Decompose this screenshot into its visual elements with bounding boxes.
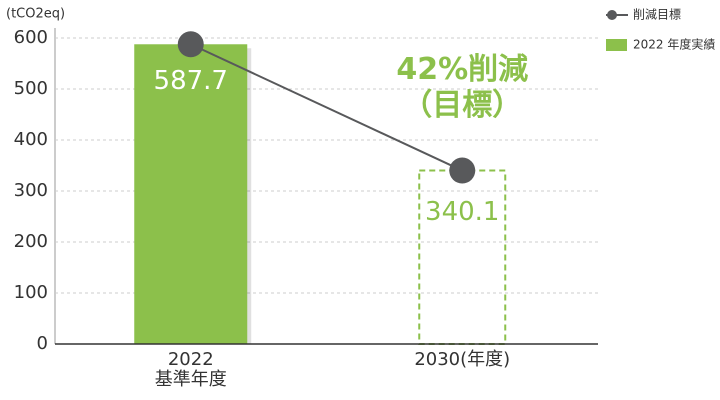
legend-label: 削減目標 xyxy=(633,7,681,22)
legend-swatch xyxy=(606,39,627,51)
y-tick-label: 500 xyxy=(14,78,48,99)
y-tick-label: 600 xyxy=(14,27,48,48)
y-tick-label: 100 xyxy=(14,282,48,303)
line-point xyxy=(449,157,476,184)
y-tick-label: 400 xyxy=(14,129,48,150)
line xyxy=(190,43,463,172)
y-axis-label: (tCO2eq) xyxy=(6,7,65,22)
x-tick-label: 2022 基準年度 xyxy=(154,349,227,390)
bar xyxy=(134,44,248,344)
line-point xyxy=(177,31,204,58)
y-tick-label: 0 xyxy=(37,333,48,354)
x-tick-label: 2030(年度) xyxy=(414,349,511,370)
y-tick-label: 300 xyxy=(14,180,48,201)
data-label: 340.1 xyxy=(425,197,499,227)
data-label: 587.7 xyxy=(154,66,228,96)
legend-marker xyxy=(607,10,617,20)
annotation: 42%削減 （目標） xyxy=(396,52,529,123)
y-tick-label: 200 xyxy=(14,231,48,252)
legend-label: 2022 年度実績 xyxy=(633,37,715,52)
